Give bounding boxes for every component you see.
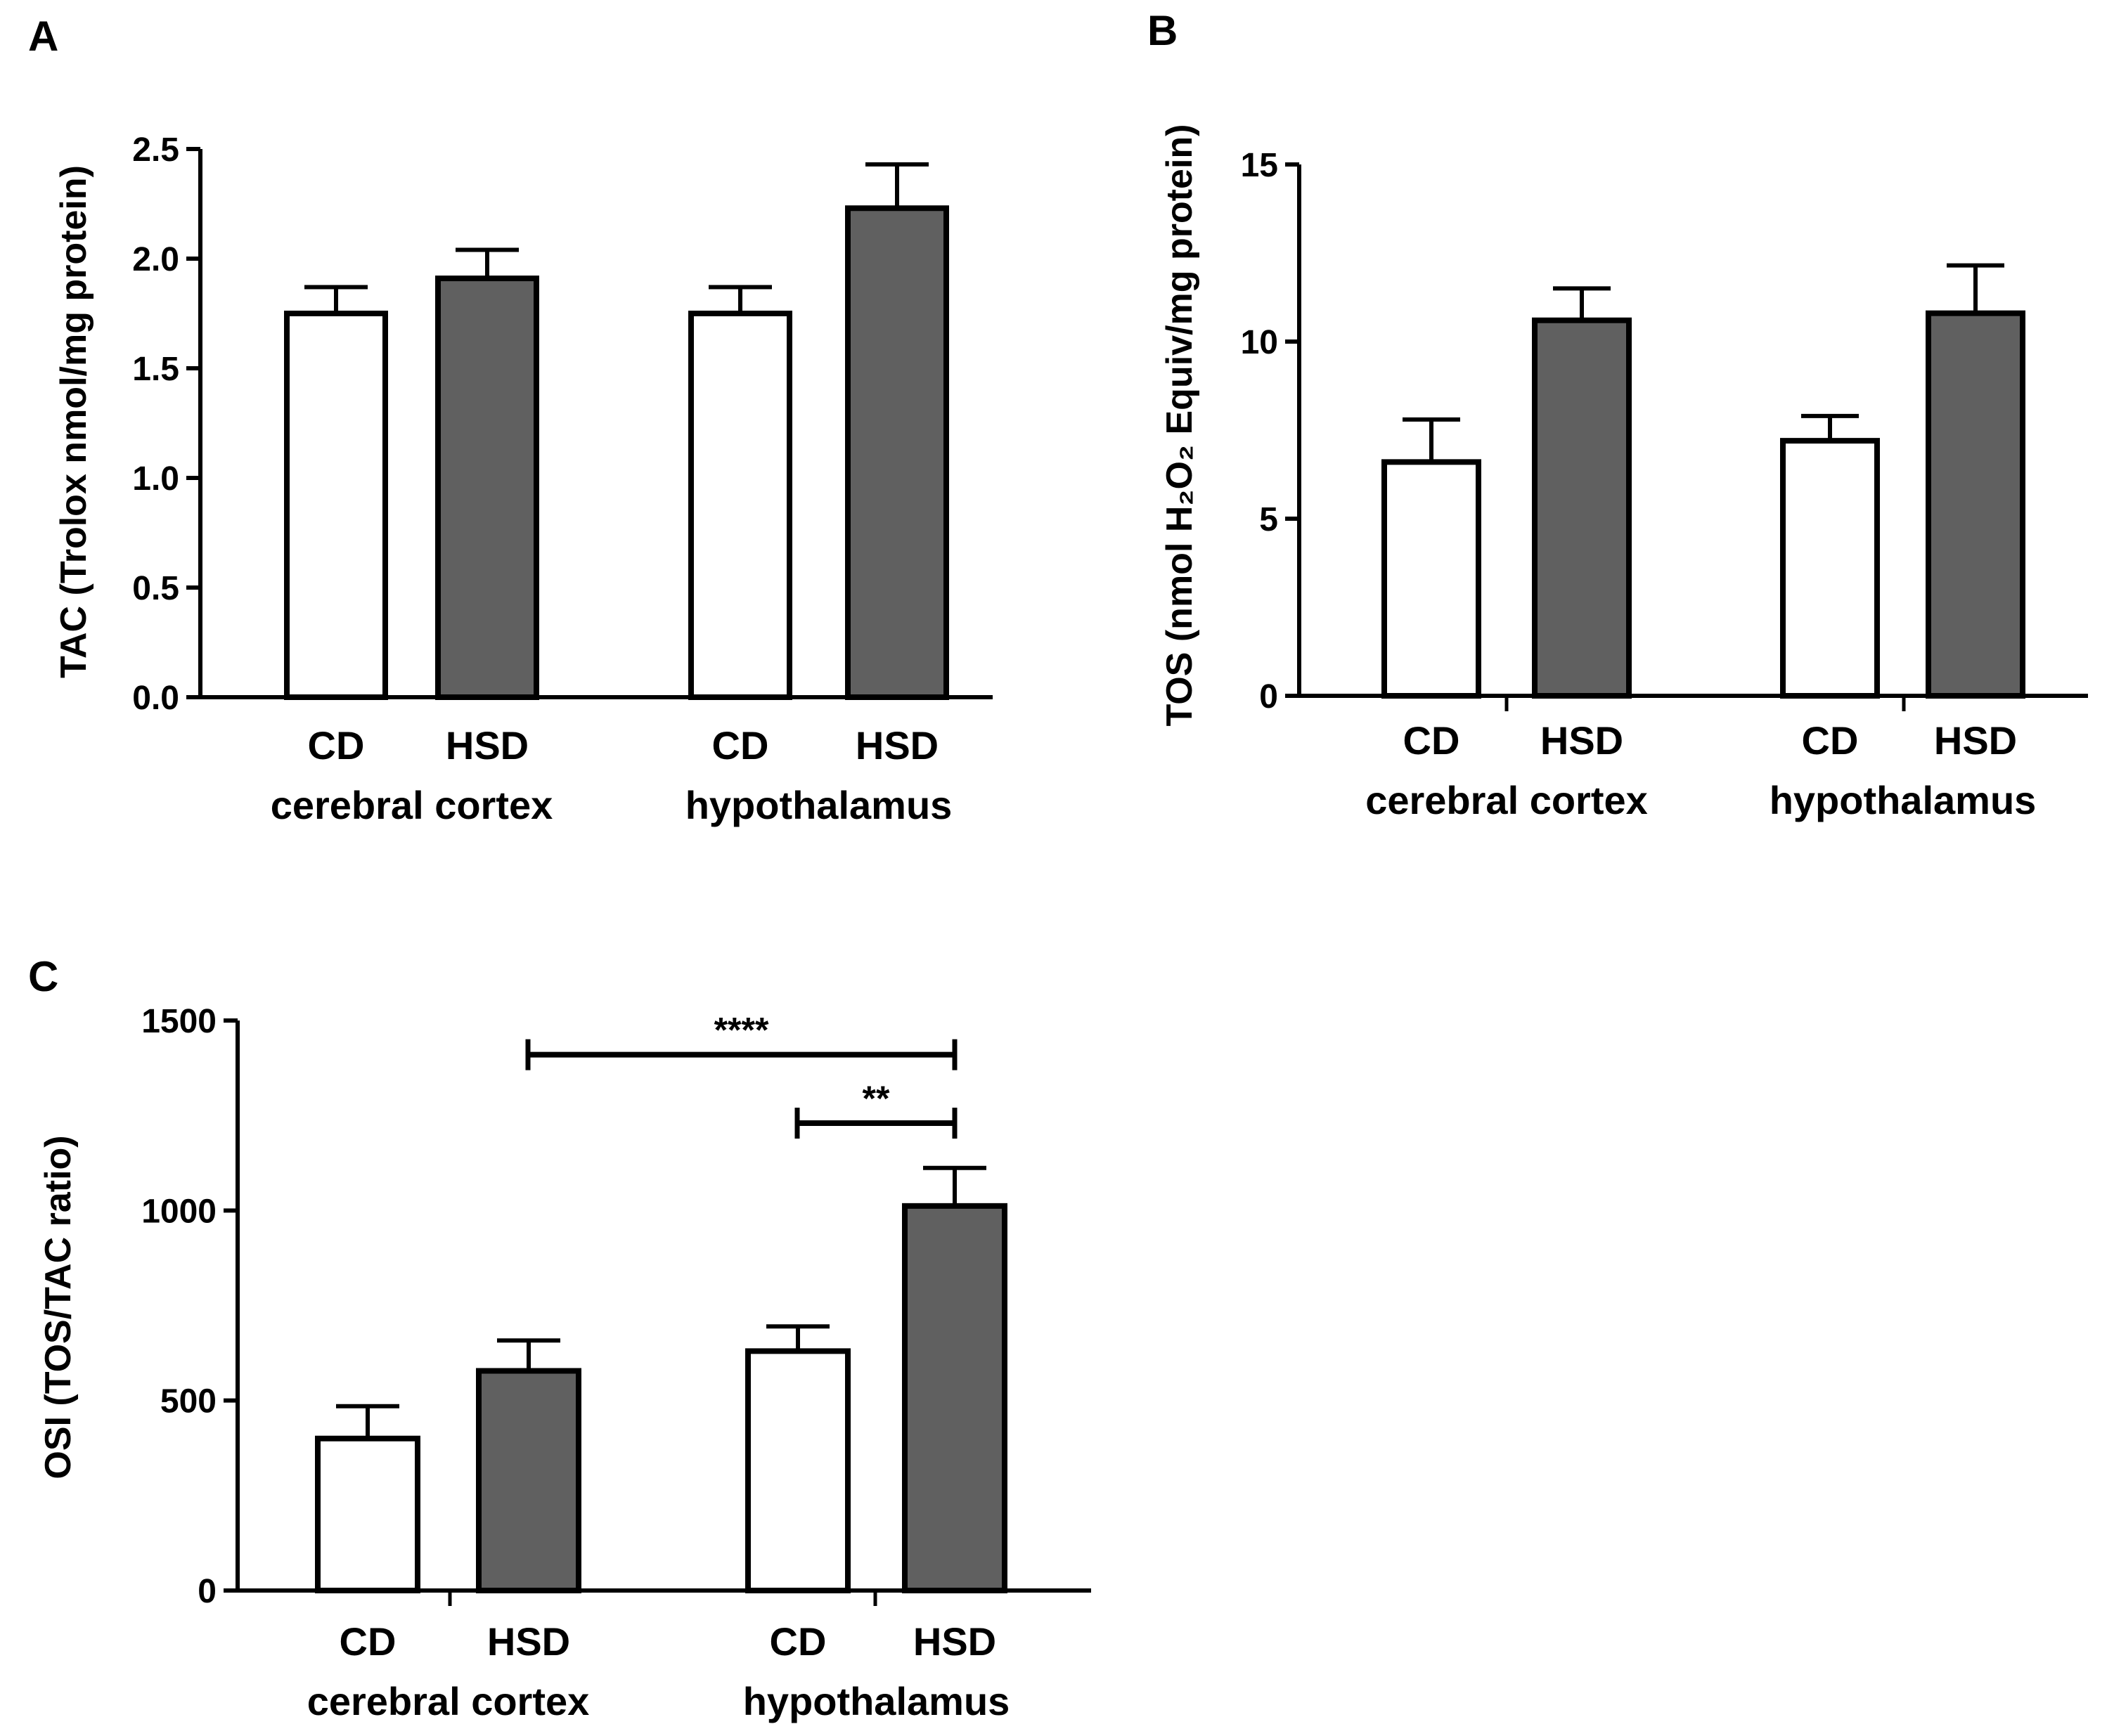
y-tick-label: 5	[1259, 501, 1278, 538]
y-tick-label: 1.5	[132, 351, 179, 388]
y-tick-label: 0.0	[132, 680, 179, 717]
x-category-label: CD	[1802, 718, 1859, 763]
panel-label-b: B	[1147, 7, 1178, 54]
x-group-label: cerebral cortex	[307, 1679, 590, 1723]
y-axis-title: TAC (Trolox nmol/mg protein)	[53, 165, 94, 678]
bar-hsd-hypothalamus	[845, 205, 949, 700]
bar-hsd-hypothalamus	[902, 1203, 1007, 1593]
x-category-label: CD	[712, 723, 769, 767]
x-group-label: hypothalamus	[685, 783, 953, 827]
bar-hsd-cortex	[435, 276, 539, 700]
panel-label-a: A	[28, 13, 58, 60]
y-axis-title: OSI (TOS/TAC ratio)	[38, 1135, 79, 1479]
x-group-label: cerebral cortex	[271, 783, 553, 827]
x-category-label: HSD	[1540, 718, 1623, 763]
y-tick-label: 10	[1241, 324, 1278, 361]
y-tick-label: 0	[1259, 678, 1278, 715]
panel-c: C 0 500 1000 1500 OSI (TOS/TAC ratio) CD HSD CD H…	[28, 953, 1091, 1723]
panel-label-c: C	[28, 953, 58, 1000]
y-axis-title: TOS (nmol H₂O₂ Equiv/mg protein)	[1159, 124, 1200, 726]
significance-label: ****	[714, 1011, 769, 1050]
y-tick-label: 2.5	[132, 131, 179, 169]
y-tick-label: 1500	[141, 1003, 217, 1040]
x-group-label: cerebral cortex	[1365, 778, 1648, 822]
x-category-label: CD	[340, 1619, 397, 1664]
bar-cd-cortex	[1381, 459, 1481, 699]
y-tick-label: 15	[1241, 147, 1278, 184]
y-tick-label: 1000	[141, 1193, 217, 1230]
panel-b: B 0 5 10 15 TOS (nmol H₂O₂ Equiv/mg protein) C…	[1147, 7, 2088, 822]
bar-cd-hypothalamus	[688, 311, 792, 700]
x-category-label: CD	[770, 1619, 827, 1664]
y-tick-label: 500	[160, 1383, 217, 1420]
x-category-label: CD	[1403, 718, 1460, 763]
bar-cd-hypothalamus	[745, 1348, 851, 1593]
y-tick-label: 0	[198, 1573, 217, 1610]
bar-cd-cortex	[284, 311, 388, 700]
y-tick-label: 1.0	[132, 460, 179, 498]
significance-label: **	[863, 1079, 890, 1118]
bar-cd-cortex	[315, 1435, 420, 1593]
bar-hsd-cortex	[476, 1368, 581, 1593]
y-tick-label: 0.5	[132, 570, 179, 607]
y-tick-label: 2.0	[132, 241, 179, 278]
x-category-label: CD	[308, 723, 365, 767]
x-category-label: HSD	[856, 723, 939, 767]
x-group-label: hypothalamus	[1770, 778, 2037, 822]
bar-hsd-cortex	[1532, 317, 1632, 699]
panel-a: A 0.0 0.5 1.0 1.5 2.0 2.5 TAC (Trolox nmol/mg p…	[28, 13, 993, 827]
bar-cd-hypothalamus	[1780, 438, 1880, 699]
x-category-label: HSD	[913, 1619, 996, 1664]
bar-hsd-hypothalamus	[1926, 310, 2025, 699]
x-group-label: hypothalamus	[743, 1679, 1010, 1723]
x-category-label: HSD	[487, 1619, 570, 1664]
x-category-label: HSD	[1934, 718, 2017, 763]
x-category-label: HSD	[446, 723, 529, 767]
